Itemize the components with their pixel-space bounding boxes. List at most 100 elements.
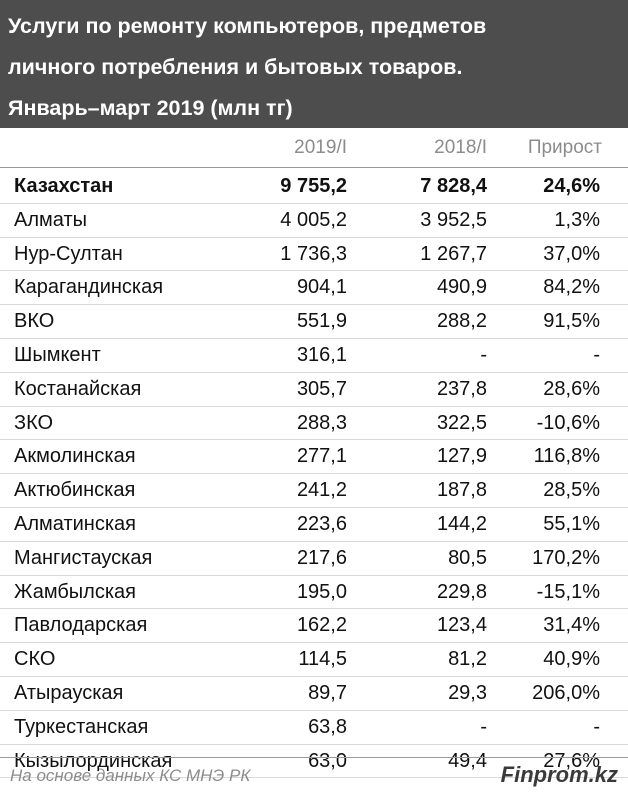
value-2019: 162,2: [296, 614, 347, 637]
growth-value: 28,5%: [543, 479, 600, 502]
region-name: Шымкент: [14, 343, 101, 366]
value-2019: 305,7: [296, 377, 347, 400]
region-name: СКО: [14, 648, 56, 671]
value-2019: 277,1: [296, 445, 347, 468]
growth-value: 206,0%: [532, 681, 600, 704]
table-row: Туркестанская 63,8 - -: [0, 711, 628, 745]
value-2019: 904,1: [296, 276, 347, 299]
region-name: Нур-Султан: [14, 242, 123, 265]
region-name: Туркестанская: [14, 715, 149, 738]
value-2019: 1 736,3: [280, 242, 347, 265]
value-2019: 9 755,2: [280, 175, 347, 197]
value-2019: 288,3: [296, 411, 347, 434]
region-name: Кызылординская: [14, 749, 173, 772]
title-line-1: Услуги по ремонту компьютеров, предметов: [8, 14, 487, 38]
table-row: ЗКО 288,3 322,5 -10,6%: [0, 407, 628, 441]
value-2019: 316,1: [296, 343, 347, 366]
table-row: Шымкент 316,1 - -: [0, 339, 628, 373]
table-row: Алматы 4 005,2 3 952,5 1,3%: [0, 204, 628, 238]
table-row: СКО 114,5 81,2 40,9%: [0, 643, 628, 677]
growth-value: 24,6%: [543, 175, 600, 197]
growth-value: 31,4%: [543, 614, 600, 637]
table-row: Карагандинская 904,1 490,9 84,2%: [0, 271, 628, 306]
region-name: Актюбинская: [14, 479, 136, 502]
region-name: Карагандинская: [14, 276, 164, 299]
value-2019: 223,6: [296, 512, 347, 535]
growth-value: 27,6%: [543, 749, 600, 772]
source-note: На основе данных КС МНЭ РК: [10, 766, 251, 785]
growth-value: 37,0%: [543, 242, 600, 265]
footer: На основе данных КС МНЭ РК Finprom.kz: [0, 757, 628, 800]
column-header-2019: 2019/I: [294, 137, 347, 158]
table-row: Алматинская 223,6 144,2 55,1%: [0, 508, 628, 542]
growth-value: 1,3%: [554, 208, 600, 231]
value-2018: 29,3: [448, 681, 487, 704]
value-2019: 114,5: [298, 648, 347, 671]
table-row: ВКО 551,9 288,2 91,5%: [0, 305, 628, 339]
table-row: Мангистауская 217,6 80,5 170,2%: [0, 542, 628, 576]
value-2018: 322,5: [436, 411, 487, 434]
value-2019: 551,9: [296, 310, 347, 333]
growth-value: -: [593, 715, 600, 738]
growth-value: 40,9%: [543, 648, 600, 671]
region-name: ЗКО: [14, 411, 54, 434]
value-2018: 144,2: [436, 512, 487, 535]
region-name: Алматинская: [14, 512, 136, 535]
growth-value: -15,1%: [536, 580, 600, 603]
value-2018: 490,9: [436, 276, 487, 299]
value-2018: 1 267,7: [420, 242, 487, 265]
column-header-2018: 2018/I: [434, 137, 487, 158]
region-name: Костанайская: [14, 377, 142, 400]
value-2019: 63,8: [308, 715, 347, 738]
region-name: Мангистауская: [14, 546, 153, 569]
column-header-row: 2019/I 2018/I Прирост: [0, 128, 628, 168]
region-name: Атырауская: [14, 681, 124, 704]
value-2018: 49,4: [448, 749, 487, 772]
table-row: Актюбинская 241,2 187,8 28,5%: [0, 474, 628, 508]
value-2018: -: [480, 343, 487, 366]
region-name: Казахстан: [14, 175, 114, 197]
value-2019: 89,7: [308, 681, 347, 704]
growth-value: 28,6%: [543, 377, 600, 400]
title-line-2: личного потребления и бытовых товаров.: [8, 55, 463, 79]
value-2018: 3 952,5: [420, 208, 487, 231]
table-row: Атырауская 89,7 29,3 206,0%: [0, 677, 628, 711]
column-header-growth: Прирост: [527, 137, 602, 158]
growth-value: 116,8%: [533, 445, 600, 468]
table-row: Костанайская 305,7 237,8 28,6%: [0, 373, 628, 407]
table-row: Жамбылская 195,0 229,8 -15,1%: [0, 576, 628, 610]
value-2019: 63,0: [308, 749, 347, 772]
value-2018: 229,8: [436, 580, 487, 603]
region-name: Алматы: [14, 208, 87, 231]
value-2018: 80,5: [448, 546, 487, 569]
value-2019: 241,2: [296, 479, 347, 502]
value-2019: 217,6: [296, 546, 347, 569]
growth-value: 55,1%: [543, 512, 600, 535]
growth-value: 91,5%: [543, 310, 600, 333]
region-name: ВКО: [14, 310, 55, 333]
value-2019: 195,0: [296, 580, 347, 603]
title-line-3: Январь–март 2019 (млн тг): [8, 96, 293, 120]
region-name: Павлодарская: [14, 614, 148, 637]
region-name: Акмолинская: [14, 445, 136, 468]
value-2018: 127,9: [436, 445, 487, 468]
table-row: Нур-Султан 1 736,3 1 267,7 37,0%: [0, 238, 628, 272]
growth-value: 84,2%: [543, 276, 600, 299]
value-2018: 288,2: [436, 310, 487, 333]
brand-logo: Finprom.kz: [500, 762, 618, 787]
growth-value: -: [593, 343, 600, 366]
table-row: Казахстан 9 755,2 7 828,4 24,6%: [0, 170, 628, 204]
value-2018: 81,2: [448, 648, 487, 671]
table-row: Павлодарская 162,2 123,4 31,4%: [0, 609, 628, 644]
value-2018: 123,4: [436, 614, 487, 637]
table-row: Акмолинская 277,1 127,9 116,8%: [0, 440, 628, 475]
value-2019: 4 005,2: [280, 208, 347, 231]
table-body: Казахстан 9 755,2 7 828,4 24,6% Алматы 4 005,…: [0, 170, 628, 779]
table-title: Услуги по ремонту компьютеров, предметов…: [0, 0, 628, 128]
value-2018: 187,8: [436, 479, 487, 502]
value-2018: 237,8: [436, 377, 487, 400]
table-row: Кызылординская 63,0 49,4 27,6%: [0, 745, 628, 779]
region-name: Жамбылская: [14, 580, 136, 603]
value-2018: -: [480, 715, 487, 738]
growth-value: 170,2%: [532, 546, 600, 569]
